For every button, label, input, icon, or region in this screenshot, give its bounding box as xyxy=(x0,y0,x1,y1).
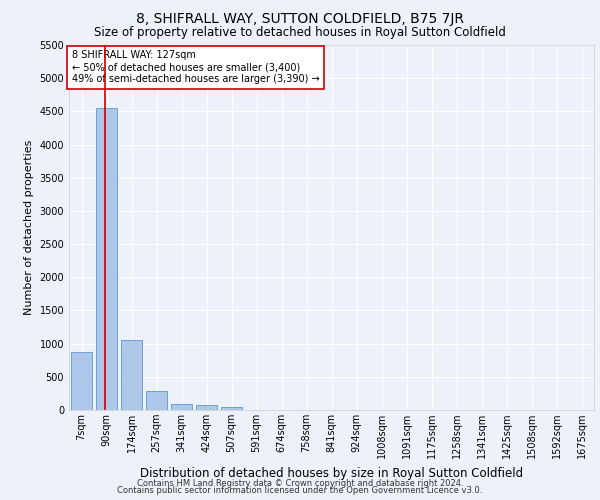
Text: Size of property relative to detached houses in Royal Sutton Coldfield: Size of property relative to detached ho… xyxy=(94,26,506,39)
Bar xyxy=(146,392,167,410)
X-axis label: Distribution of detached houses by size in Royal Sutton Coldfield: Distribution of detached houses by size … xyxy=(140,466,523,479)
Bar xyxy=(196,404,217,410)
Bar xyxy=(171,404,192,410)
Bar xyxy=(71,352,92,410)
Bar xyxy=(221,406,242,410)
Text: Contains HM Land Registry data © Crown copyright and database right 2024.: Contains HM Land Registry data © Crown c… xyxy=(137,478,463,488)
Text: 8 SHIFRALL WAY: 127sqm
← 50% of detached houses are smaller (3,400)
49% of semi-: 8 SHIFRALL WAY: 127sqm ← 50% of detached… xyxy=(71,50,319,84)
Bar xyxy=(96,108,117,410)
Text: 8, SHIFRALL WAY, SUTTON COLDFIELD, B75 7JR: 8, SHIFRALL WAY, SUTTON COLDFIELD, B75 7… xyxy=(136,12,464,26)
Bar xyxy=(121,340,142,410)
Text: Contains public sector information licensed under the Open Government Licence v3: Contains public sector information licen… xyxy=(118,486,482,495)
Y-axis label: Number of detached properties: Number of detached properties xyxy=(24,140,34,315)
